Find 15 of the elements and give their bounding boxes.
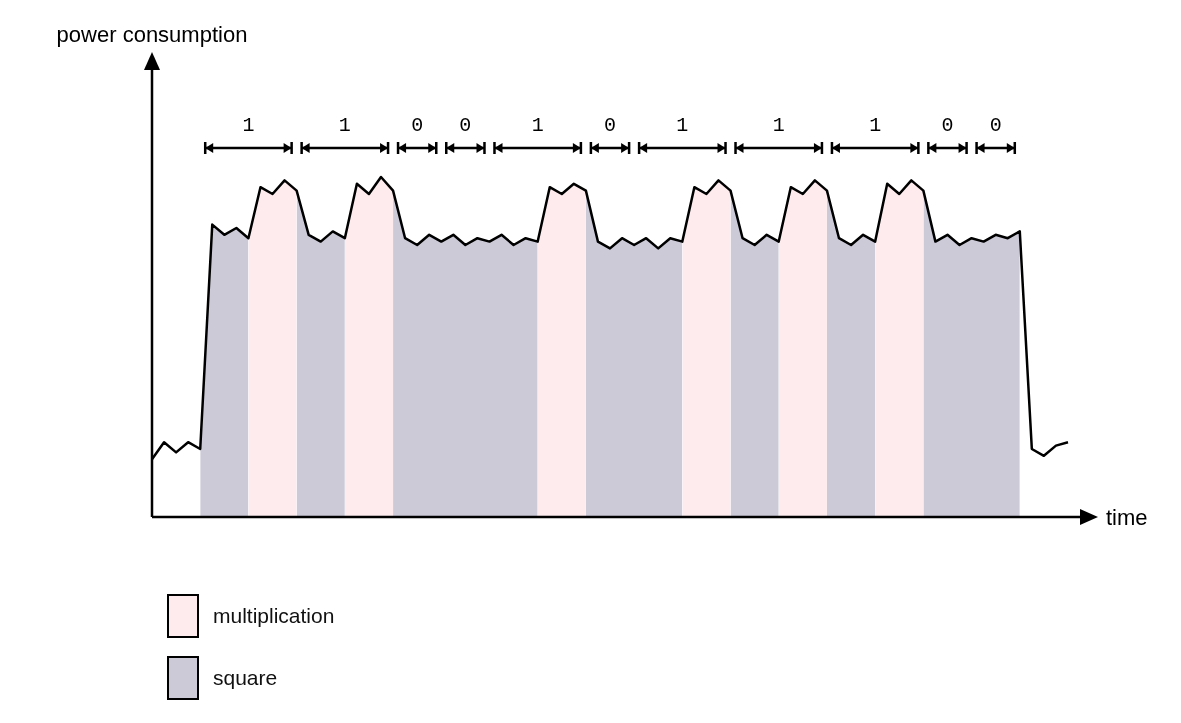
text: 0 (941, 114, 954, 138)
text: 0 (411, 114, 424, 138)
text: 0 (459, 114, 472, 138)
text: power consumption (56, 22, 248, 48)
text: 1 (869, 114, 882, 138)
text: 1 (676, 114, 689, 138)
x-axis-title: time (1106, 505, 1148, 531)
text: 0 (989, 114, 1002, 138)
text: 1 (338, 114, 351, 138)
text: 1 (531, 114, 544, 138)
legend-label: square (213, 666, 278, 690)
text: 1 (242, 114, 255, 138)
text: 0 (603, 114, 617, 138)
text: 1 (772, 114, 785, 138)
legend-label: multiplication (213, 604, 335, 628)
